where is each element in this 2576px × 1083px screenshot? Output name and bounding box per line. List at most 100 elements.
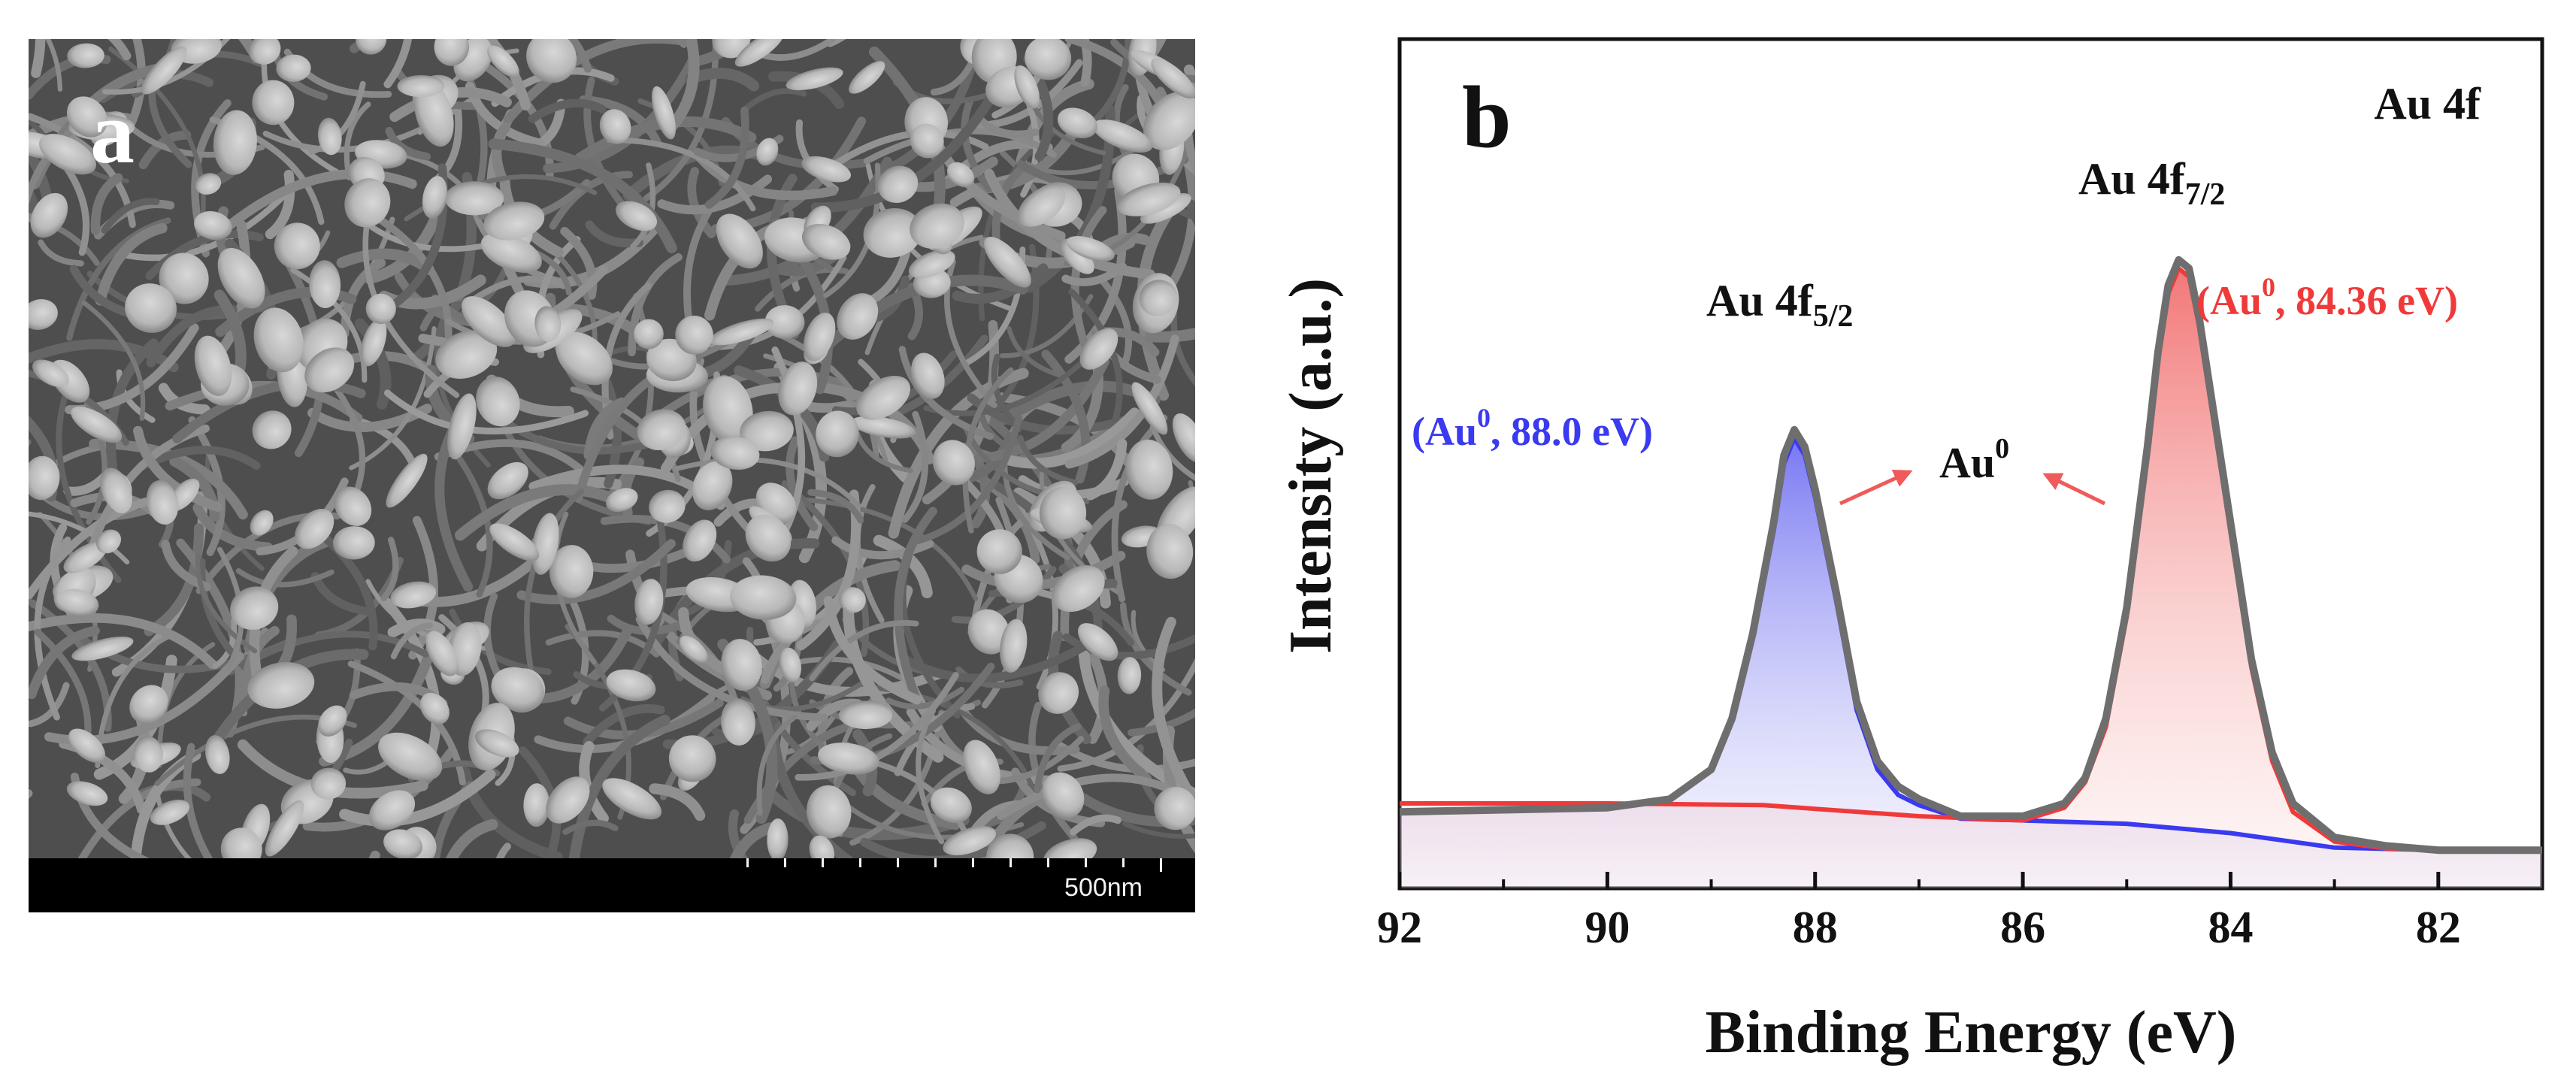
gold-nanoparticle <box>634 579 664 625</box>
nanofiber <box>991 353 1022 432</box>
gold-nanoparticle <box>908 250 955 279</box>
nanofiber <box>307 523 378 651</box>
gold-nanoparticle <box>555 331 613 386</box>
gold-nanoparticle <box>483 201 545 240</box>
nanofiber <box>495 843 511 858</box>
gold-nanoparticle <box>615 201 658 231</box>
gold-nanoparticle <box>1151 58 1195 99</box>
gold-nanoparticle <box>818 743 879 775</box>
panel-a-label: a <box>90 83 135 182</box>
peak-7-2-state-label: (Au0, 84.36 eV) <box>2196 272 2458 323</box>
gold-nanoparticle <box>807 785 852 839</box>
peak-7-2-state-pre: (Au <box>2196 278 2262 323</box>
nanofiber <box>488 138 677 254</box>
gold-nanoparticle <box>252 80 295 126</box>
gold-nanoparticle <box>863 207 922 258</box>
gold-nanoparticle <box>801 156 852 183</box>
nanofiber <box>1064 334 1179 469</box>
peak-5-2-state-post: , 88.0 eV) <box>1491 409 1653 454</box>
gold-nanoparticle <box>1146 524 1194 579</box>
nanofiber <box>809 620 919 682</box>
nanofiber <box>183 743 213 858</box>
nanofiber <box>77 778 201 858</box>
scale-tick <box>746 858 749 867</box>
series-au-4f7-2-line <box>1400 265 2542 853</box>
peak-5-2-label: Au 4f5/2 <box>1706 276 1853 334</box>
nanofiber <box>344 101 371 181</box>
gold-nanoparticle <box>476 377 520 427</box>
nanofiber <box>438 614 489 716</box>
gold-nanoparticle <box>133 736 163 773</box>
nanofiber <box>562 819 619 835</box>
gold-nanoparticle <box>786 67 843 91</box>
nanofiber <box>1070 206 1107 362</box>
gold-nanoparticle <box>194 335 232 396</box>
gold-nanoparticle <box>910 203 964 249</box>
gold-nanoparticle <box>100 467 132 513</box>
peak-7-2-label-main: Au 4f <box>2078 154 2186 204</box>
x-tick-label: 88 <box>1793 903 1838 952</box>
gold-nanoparticle <box>390 581 437 609</box>
gold-nanoparticle <box>816 410 859 458</box>
peak-7-2-state-post: , 84.36 eV) <box>2275 278 2458 323</box>
gold-nanoparticle <box>652 86 676 140</box>
gold-nanoparticle <box>932 440 975 486</box>
gold-nanoparticle <box>1079 328 1118 370</box>
scale-tick <box>897 858 899 867</box>
nanofiber <box>468 275 568 305</box>
gold-nanoparticle <box>764 305 805 339</box>
gold-nanoparticle <box>422 176 448 219</box>
nanofiber <box>922 319 999 505</box>
gold-nanoparticle <box>838 700 893 730</box>
x-axis-ticks <box>1397 872 2441 888</box>
nanofiber <box>567 39 592 73</box>
nanofiber <box>261 62 341 175</box>
nanofiber <box>390 622 434 660</box>
gold-nanoparticle <box>249 39 281 65</box>
gold-nanoparticle <box>779 647 801 682</box>
gold-nanoparticle <box>194 210 232 240</box>
gold-nanoparticle <box>1092 119 1153 153</box>
nanofiber <box>115 181 298 262</box>
nanofiber <box>756 714 798 816</box>
gold-nanoparticle <box>801 223 851 260</box>
scale-bar-label: 500nm <box>1064 873 1143 902</box>
gold-nanoparticle <box>856 375 911 420</box>
gold-nanoparticle <box>247 661 315 709</box>
nanofiber <box>975 114 1040 138</box>
gold-nanoparticle <box>837 293 879 340</box>
gold-nanoparticle <box>213 110 257 175</box>
gold-nanoparticle <box>712 39 751 59</box>
gold-nanoparticle <box>721 639 762 691</box>
nanofiber <box>383 389 589 435</box>
nanofiber <box>991 39 1056 119</box>
nanofiber <box>327 377 366 498</box>
nanofiber <box>491 122 510 183</box>
nanofiber <box>383 39 413 89</box>
gold-nanoparticle <box>344 178 391 228</box>
gold-nanoparticle <box>984 237 1031 288</box>
nanofiber <box>672 39 688 48</box>
gold-nanoparticle <box>1117 182 1181 216</box>
nanofiber <box>1098 685 1152 784</box>
nanofiber <box>600 515 731 564</box>
nanofiber <box>349 326 437 470</box>
gold-nanoparticle <box>491 667 544 712</box>
gold-nanoparticle <box>767 818 789 858</box>
sem-info-bar: 500nm <box>29 858 1195 912</box>
gold-nanoparticle <box>150 800 190 825</box>
x-tick-label: 86 <box>2000 903 2045 952</box>
gold-nanoparticle <box>649 489 686 523</box>
scale-bar-ticks <box>746 858 1162 872</box>
gold-nanoparticle <box>378 732 443 782</box>
gold-nanoparticle <box>911 352 945 399</box>
gold-nanoparticle <box>1042 772 1085 818</box>
gold-nanoparticle <box>66 781 108 806</box>
gold-nanoparticle <box>1139 280 1178 316</box>
nanofiber <box>133 425 222 512</box>
gold-nanoparticle <box>397 75 445 98</box>
gold-nanoparticle <box>474 729 519 758</box>
x-tick-label: 82 <box>2416 903 2461 952</box>
gold-nanoparticle <box>839 587 866 613</box>
gold-nanoparticle <box>976 529 1022 574</box>
